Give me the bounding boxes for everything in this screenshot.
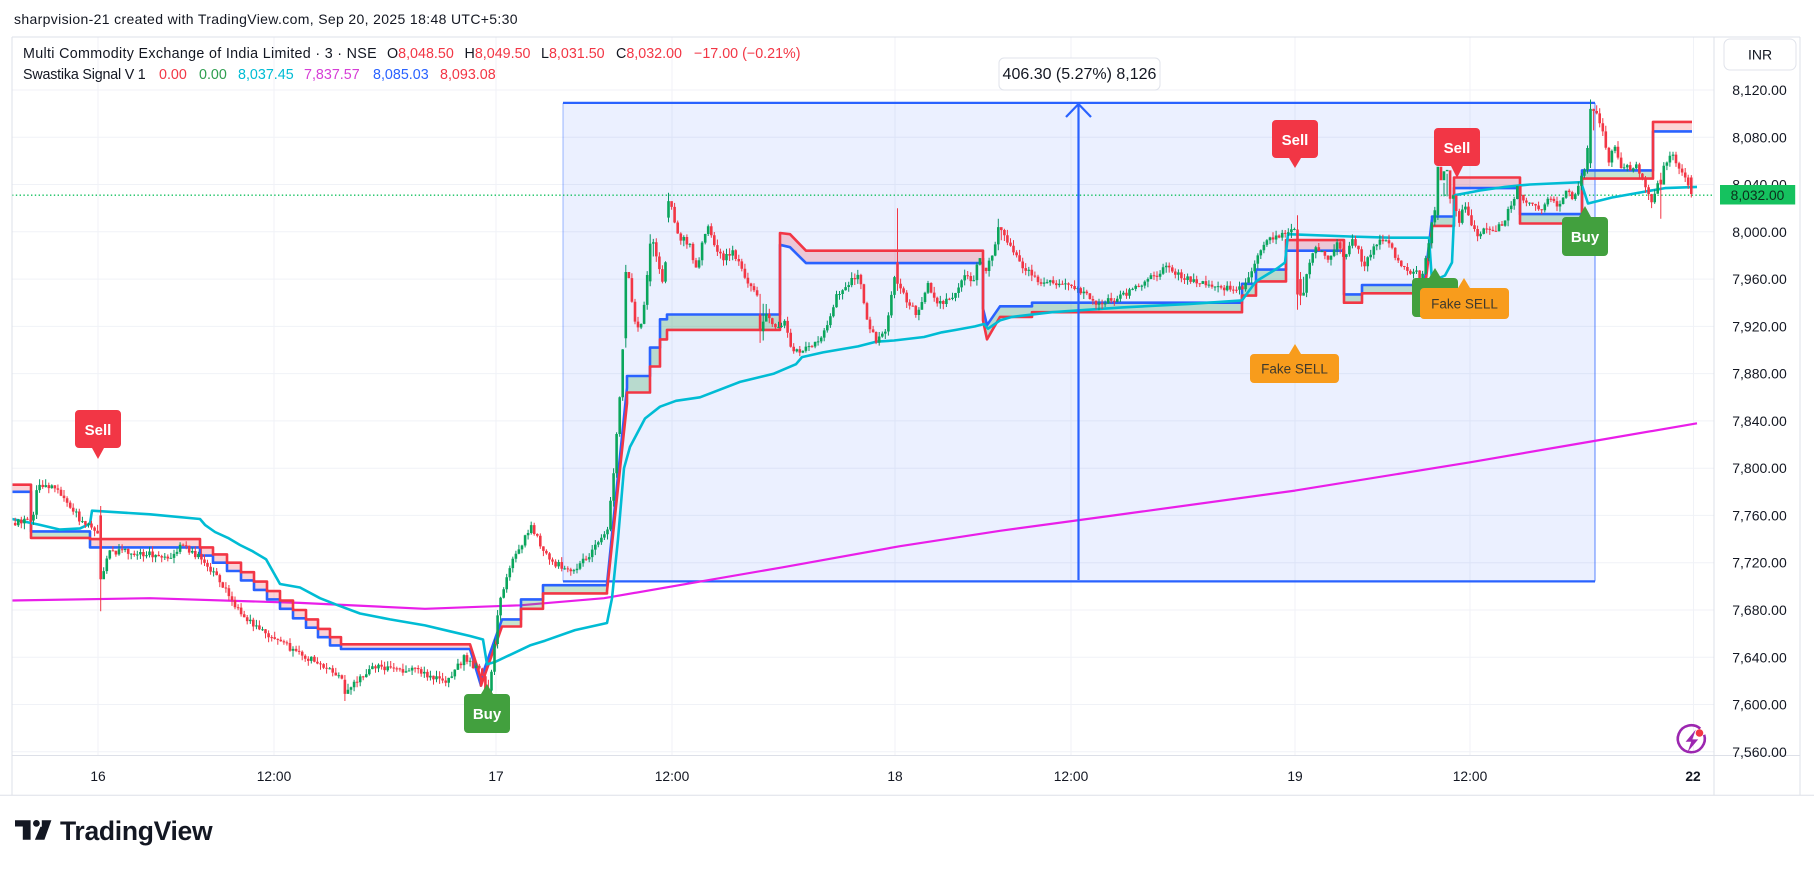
svg-text:C8,032.00: C8,032.00 <box>616 46 682 62</box>
svg-text:INR: INR <box>1748 47 1772 63</box>
svg-text:Sell: Sell <box>1444 140 1471 157</box>
svg-text:22: 22 <box>1685 769 1701 784</box>
svg-text:17: 17 <box>488 769 503 784</box>
svg-text:16: 16 <box>90 769 106 784</box>
svg-text:O8,048.50: O8,048.50 <box>387 46 454 62</box>
svg-text:7,920.00: 7,920.00 <box>1732 318 1787 334</box>
svg-text:Fake SELL: Fake SELL <box>1261 362 1328 377</box>
svg-text:Multi Commodity Exchange of In: Multi Commodity Exchange of India Limite… <box>23 46 377 62</box>
svg-text:8,085.03: 8,085.03 <box>373 67 429 83</box>
svg-text:12:00: 12:00 <box>1453 769 1488 784</box>
svg-text:Buy: Buy <box>473 706 502 723</box>
svg-text:Fake SELL: Fake SELL <box>1431 297 1498 312</box>
svg-text:7,837.57: 7,837.57 <box>304 67 360 83</box>
svg-text:Swastika Signal V 1: Swastika Signal V 1 <box>23 67 146 83</box>
svg-text:7,600.00: 7,600.00 <box>1732 697 1787 713</box>
svg-text:7,560.00: 7,560.00 <box>1732 744 1787 760</box>
svg-text:12:00: 12:00 <box>257 769 292 784</box>
svg-text:8,032.00: 8,032.00 <box>1731 188 1785 203</box>
svg-text:0.00: 0.00 <box>199 67 227 83</box>
svg-text:L8,031.50: L8,031.50 <box>541 46 605 62</box>
svg-text:7,960.00: 7,960.00 <box>1732 271 1787 287</box>
svg-text:7,800.00: 7,800.00 <box>1732 460 1787 476</box>
svg-text:8,093.08: 8,093.08 <box>440 67 496 83</box>
svg-text:0.00: 0.00 <box>159 67 187 83</box>
svg-text:18: 18 <box>887 769 903 784</box>
svg-text:8,000.00: 8,000.00 <box>1732 224 1787 240</box>
svg-text:7,840.00: 7,840.00 <box>1732 413 1787 429</box>
svg-text:8,080.00: 8,080.00 <box>1732 129 1787 145</box>
svg-text:TradingView: TradingView <box>60 816 213 846</box>
svg-text:Sell: Sell <box>1282 132 1309 149</box>
svg-text:Sell: Sell <box>85 422 112 439</box>
svg-text:12:00: 12:00 <box>1054 769 1089 784</box>
svg-text:7,760.00: 7,760.00 <box>1732 507 1787 523</box>
svg-text:8,037.45: 8,037.45 <box>238 67 294 83</box>
svg-text:7,880.00: 7,880.00 <box>1732 366 1787 382</box>
svg-text:7,720.00: 7,720.00 <box>1732 555 1787 571</box>
svg-text:7,680.00: 7,680.00 <box>1732 602 1787 618</box>
svg-text:Buy: Buy <box>1571 229 1600 246</box>
svg-text:12:00: 12:00 <box>655 769 690 784</box>
svg-text:sharpvision-21 created with Tr: sharpvision-21 created with TradingView.… <box>14 11 518 27</box>
svg-text:7,640.00: 7,640.00 <box>1732 649 1787 665</box>
svg-text:19: 19 <box>1287 769 1303 784</box>
svg-text:8,120.00: 8,120.00 <box>1732 82 1787 98</box>
svg-text:406.30 (5.27%) 8,126: 406.30 (5.27%) 8,126 <box>1003 66 1157 83</box>
svg-text:H8,049.50: H8,049.50 <box>465 46 531 62</box>
svg-text:−17.00 (−0.21%): −17.00 (−0.21%) <box>694 46 801 62</box>
